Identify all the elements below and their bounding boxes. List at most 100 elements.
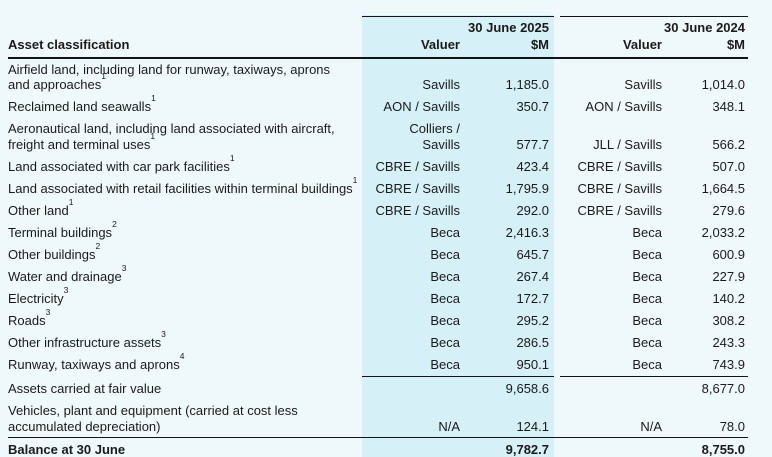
fy2024-cells: Beca 600.9 bbox=[560, 247, 748, 263]
amount-2024-cell: 566.2 bbox=[712, 136, 745, 152]
amount-2024-cell: 600.9 bbox=[712, 246, 745, 262]
amount-2024-cell: 507.0 bbox=[712, 158, 745, 174]
valuer-2024-cell: CBRE / Savills bbox=[577, 158, 662, 174]
footnote-marker: 4 bbox=[179, 350, 185, 361]
valuer-2025-cell: Savills bbox=[422, 77, 460, 93]
fy2025-cells: N/A 124.1 bbox=[362, 419, 554, 435]
fy2025-cells: CBRE / Savills 423.4 bbox=[362, 159, 554, 175]
asset-label: Balance at 30 June bbox=[8, 442, 126, 457]
amount-2025-cell: 577.7 bbox=[516, 136, 549, 152]
valuer-2025-cell: Beca bbox=[430, 312, 460, 328]
table-row: Airfield land, including land for runway… bbox=[8, 59, 748, 97]
valuer-2025-cell: Beca bbox=[430, 356, 460, 372]
asset-label: Assets carried at fair value bbox=[8, 381, 162, 396]
valuer-2024-cell: N/A bbox=[640, 418, 662, 434]
valuer-2024-cell: JLL / Savills bbox=[593, 136, 662, 152]
table-row: Other buildings2 Beca 645.7 Beca 600.9 bbox=[8, 242, 748, 266]
table-row: Roads3 Beca 295.2 Beca 308.2 bbox=[8, 308, 748, 332]
valuer-2024-cell: Beca bbox=[632, 334, 662, 350]
amount-2025-cell: 124.1 bbox=[516, 418, 549, 434]
valuer-2025-cell: N/A bbox=[438, 418, 460, 434]
asset-label: Runway, taxiways and aprons bbox=[8, 356, 180, 372]
amount-2025-cell: 645.7 bbox=[516, 246, 549, 262]
valuer-2024-cell: AON / Savills bbox=[585, 99, 662, 115]
asset-classification-cell: Electricity3 bbox=[8, 286, 362, 307]
valuer-2025-cell: CBRE / Savills bbox=[375, 180, 460, 196]
amount-2025-cell: 295.2 bbox=[516, 312, 549, 328]
fy2025-cells: Beca 2,416.3 bbox=[362, 225, 554, 241]
fy2024-group-header: 30 June 2024 bbox=[560, 15, 748, 36]
amount-header-2024: $M bbox=[726, 37, 745, 52]
valuer-2025-cell: AON / Savills bbox=[383, 99, 460, 115]
amount-2024-cell: 743.9 bbox=[712, 356, 745, 372]
valuer-2025-cell: CBRE / Savills bbox=[375, 158, 460, 174]
asset-classification-cell: Other buildings2 bbox=[8, 242, 362, 263]
table-row: Other land1 CBRE / Savills 292.0 CBRE / … bbox=[8, 198, 748, 222]
asset-classification-cell: Roads3 bbox=[8, 308, 362, 329]
fy2025-group-header: 30 June 2025 bbox=[362, 15, 554, 36]
amount-2024-cell: 348.1 bbox=[712, 99, 745, 115]
fy2024-cells: CBRE / Savills 279.6 bbox=[560, 203, 748, 219]
fy2024-cells: Beca 308.2 bbox=[560, 313, 748, 329]
footnote-marker: 1 bbox=[150, 130, 156, 141]
fy2024-cells: N/A 78.0 bbox=[560, 419, 748, 435]
asset-classification-cell: Balance at 30 June bbox=[8, 442, 362, 457]
asset-classification-table: 30 June 2025 30 June 2024 Asset classifi… bbox=[8, 15, 748, 457]
period-header-row: 30 June 2025 30 June 2024 bbox=[8, 15, 748, 35]
amount-2025-cell: 292.0 bbox=[516, 202, 549, 218]
asset-label: Land associated with car park facilities bbox=[8, 158, 230, 174]
valuer-2024-cell: Beca bbox=[632, 268, 662, 284]
fy2025-cells: Beca 286.5 bbox=[362, 335, 554, 351]
valuer-2024-cell: CBRE / Savills bbox=[577, 202, 662, 218]
amount-2025-cell: 267.4 bbox=[516, 268, 549, 284]
footnote-marker: 1 bbox=[101, 71, 106, 82]
footnote-marker: 3 bbox=[45, 306, 51, 317]
fy2024-column-headers: Valuer $M bbox=[560, 37, 748, 53]
fy2025-cells: AON / Savills 350.7 bbox=[362, 99, 554, 115]
asset-classification-cell: Other land1 bbox=[8, 198, 362, 219]
amount-2025-cell: 9,782.7 bbox=[505, 442, 549, 457]
fy2025-cells: Beca 267.4 bbox=[362, 269, 554, 285]
asset-label: Other infrastructure assets bbox=[8, 334, 162, 350]
fy2024-cells: Savills 1,014.0 bbox=[560, 77, 748, 93]
table-body: Airfield land, including land for runway… bbox=[8, 59, 748, 457]
fy2024-cells: Beca 140.2 bbox=[560, 291, 748, 307]
asset-label: Reclaimed land seawalls bbox=[8, 99, 152, 115]
amount-2024-cell: 1,664.5 bbox=[701, 180, 745, 196]
fy2025-cells: CBRE / Savills 292.0 bbox=[362, 203, 554, 219]
table-row: Water and drainage3 Beca 267.4 Beca 227.… bbox=[8, 264, 748, 288]
asset-classification-cell: Land associated with car park facilities… bbox=[8, 154, 362, 175]
asset-label: Other land bbox=[8, 202, 69, 218]
asset-classification-cell: Other infrastructure assets3 bbox=[8, 330, 362, 351]
amount-2025-cell: 286.5 bbox=[516, 334, 549, 350]
footnote-marker: 3 bbox=[161, 328, 166, 339]
period-label-2025: 30 June 2025 bbox=[468, 19, 549, 35]
amount-2024-cell: 308.2 bbox=[712, 312, 745, 328]
asset-classification-cell: Terminal buildings2 bbox=[8, 220, 362, 241]
fy2024-cells: AON / Savills 348.1 bbox=[560, 99, 748, 115]
valuer-2024-cell: Beca bbox=[632, 224, 662, 240]
asset-classification-cell: Land associated with retail facilities w… bbox=[8, 176, 362, 197]
valuer-header-2024: Valuer bbox=[622, 37, 662, 52]
table-row: Electricity3 Beca 172.7 Beca 140.2 bbox=[8, 286, 748, 310]
fy2025-cells: Savills 1,185.0 bbox=[362, 77, 554, 93]
valuer-2024-cell: CBRE / Savills bbox=[577, 180, 662, 196]
asset-label: Water and drainage bbox=[8, 268, 122, 284]
table-row: Runway, taxiways and aprons4 Beca 950.1 … bbox=[8, 350, 748, 376]
amount-2025-cell: 950.1 bbox=[516, 356, 549, 372]
footnote-marker: 1 bbox=[229, 152, 235, 163]
amount-2024-cell: 8,755.0 bbox=[701, 442, 745, 457]
footnote-marker: 1 bbox=[352, 174, 358, 185]
fy2024-cells: Beca 2,033.2 bbox=[560, 225, 748, 241]
fy2024-cells: JLL / Savills 566.2 bbox=[560, 137, 748, 153]
table-row: Land associated with car park facilities… bbox=[8, 154, 748, 178]
fy2025-cells: 9,782.7 bbox=[362, 442, 554, 457]
asset-label: Vehicles, plant and equipment (carried a… bbox=[8, 403, 298, 434]
valuer-2025-cell: Beca bbox=[430, 268, 460, 284]
asset-label: Land associated with retail facilities w… bbox=[8, 180, 353, 196]
asset-classification-cell: Airfield land, including land for runway… bbox=[8, 62, 362, 93]
asset-label: Aeronautical land, including land associ… bbox=[8, 121, 335, 152]
asset-label: Airfield land, including land for runway… bbox=[8, 61, 331, 93]
amount-2024-cell: 78.0 bbox=[719, 418, 745, 434]
fy2025-cells: Beca 295.2 bbox=[362, 313, 554, 329]
